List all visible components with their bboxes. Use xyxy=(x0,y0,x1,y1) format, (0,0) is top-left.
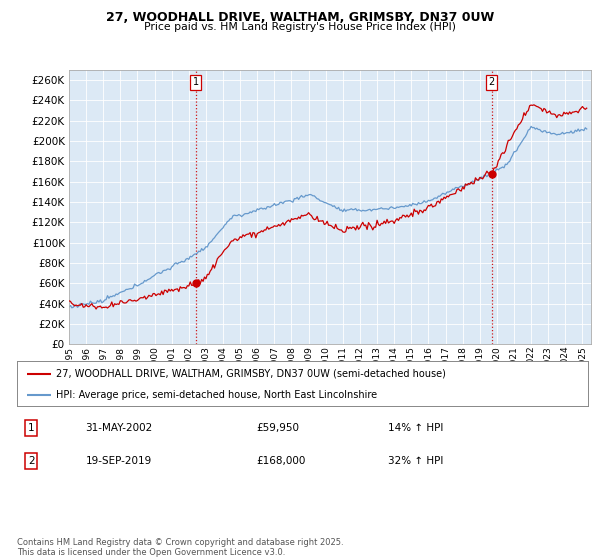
Text: 1: 1 xyxy=(28,423,34,433)
Text: Contains HM Land Registry data © Crown copyright and database right 2025.
This d: Contains HM Land Registry data © Crown c… xyxy=(17,538,343,557)
Text: 2: 2 xyxy=(488,77,495,87)
Text: HPI: Average price, semi-detached house, North East Lincolnshire: HPI: Average price, semi-detached house,… xyxy=(56,390,377,400)
Text: 14% ↑ HPI: 14% ↑ HPI xyxy=(388,423,443,433)
Text: Price paid vs. HM Land Registry's House Price Index (HPI): Price paid vs. HM Land Registry's House … xyxy=(144,22,456,32)
Text: 19-SEP-2019: 19-SEP-2019 xyxy=(85,456,152,466)
Text: 32% ↑ HPI: 32% ↑ HPI xyxy=(388,456,443,466)
Text: £59,950: £59,950 xyxy=(257,423,300,433)
Text: 27, WOODHALL DRIVE, WALTHAM, GRIMSBY, DN37 0UW (semi-detached house): 27, WOODHALL DRIVE, WALTHAM, GRIMSBY, DN… xyxy=(56,368,446,379)
Text: 2: 2 xyxy=(28,456,34,466)
Text: £168,000: £168,000 xyxy=(257,456,306,466)
Text: 31-MAY-2002: 31-MAY-2002 xyxy=(85,423,152,433)
Text: 1: 1 xyxy=(193,77,199,87)
Text: 27, WOODHALL DRIVE, WALTHAM, GRIMSBY, DN37 0UW: 27, WOODHALL DRIVE, WALTHAM, GRIMSBY, DN… xyxy=(106,11,494,24)
